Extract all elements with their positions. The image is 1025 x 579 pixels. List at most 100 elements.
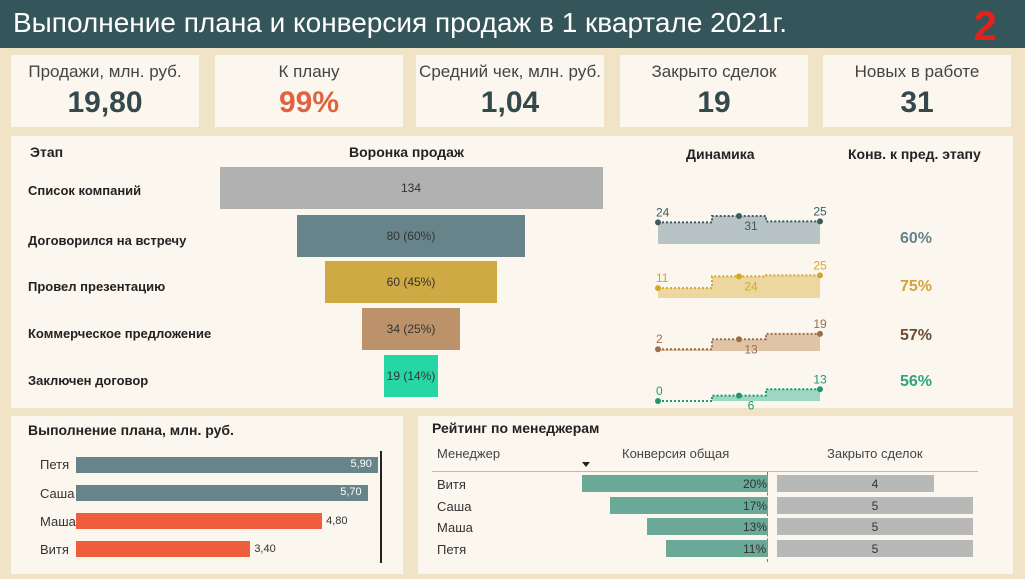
column-header-manager[interactable]: Менеджер (437, 446, 501, 461)
column-header-deals[interactable]: Закрыто сделок (827, 446, 923, 461)
funnel-bar: 80 (60%) (296, 215, 526, 257)
person-name: Саша (40, 486, 75, 501)
kpi-label: К плану (278, 62, 340, 81)
plan-value: 4,80 (326, 515, 348, 527)
conversion-bar (582, 475, 768, 492)
person-name: Петя (40, 457, 70, 472)
sparkline-point (817, 386, 823, 393)
stage-label: Провел презентацию (28, 279, 166, 294)
deals-bar (777, 540, 973, 557)
kpi-card-sales: Продажи, млн. руб. 19,80 (11, 55, 199, 127)
deals-value: 4 (871, 477, 879, 491)
target-line (379, 451, 382, 563)
plan-value: 5,90 (350, 458, 372, 470)
column-header-funnel: Воронка продаж (349, 144, 464, 160)
sparkline-line (658, 388, 820, 402)
sparkline-point (817, 330, 823, 337)
rating-title: Рейтинг по менеджерам (432, 420, 600, 436)
kpi-value: 19 (697, 86, 731, 119)
sparkline-label: 25 (813, 204, 827, 218)
column-header-conversion[interactable]: Конверсия общая (622, 446, 730, 461)
conversion-value: 57% (900, 327, 933, 344)
sparkline-area (658, 275, 820, 298)
plan-value: 3,40 (254, 543, 276, 555)
sparkline-point (817, 272, 823, 279)
manager-name: Витя (437, 477, 466, 492)
kpi-value: 31 (900, 86, 934, 119)
kpi-card-plan: К плану 99% (215, 55, 403, 127)
sparkline-point (655, 398, 661, 404)
kpi-value: 99% (278, 86, 340, 119)
slide-number: 2 (973, 2, 997, 49)
plan-bar (76, 541, 251, 557)
sparkline-label: 6 (748, 399, 755, 413)
person-name: Маша (40, 514, 76, 529)
plan-bar (76, 457, 379, 473)
deals-bar (777, 518, 973, 535)
conversion-value: 60% (900, 230, 933, 247)
conversion-value: 75% (900, 278, 933, 295)
dynamics-sparkline: 2 13 19 (655, 317, 827, 356)
kpi-card-avg-check: Средний чек, млн. руб. 1,04 (416, 55, 604, 127)
funnel-bar: 60 (45%) (325, 261, 497, 303)
funnel-bar: 19 (14%) (383, 355, 439, 397)
sparkline-area (658, 389, 820, 401)
conversion-bar (665, 540, 768, 557)
sparkline-point (736, 336, 742, 343)
conversion-value: 11% (743, 542, 767, 556)
plan-bar (76, 513, 323, 529)
column-header-stage: Этап (30, 144, 64, 160)
manager-name: Петя (437, 542, 467, 557)
sparkline-label: 11 (656, 271, 669, 285)
funnel-bar: 34 (25%) (362, 308, 460, 350)
column-header-conversion: Конв. к пред. этапу (848, 146, 981, 162)
sparkline-label: 2 (656, 332, 663, 346)
dynamics-sparkline: 0 6 13 (655, 372, 827, 413)
sparkline-line (658, 332, 820, 351)
sort-desc-icon[interactable] (582, 462, 590, 467)
sparkline-label: 13 (744, 342, 758, 356)
manager-name: Саша (437, 499, 472, 514)
deals-bar (777, 475, 934, 492)
column-header-dynamics: Динамика (686, 146, 755, 162)
plan-title: Выполнение плана, млн. руб. (28, 422, 234, 438)
header-bar: Выполнение плана и конверсия продаж в 1 … (0, 0, 1025, 49)
conversion-value: 13% (743, 520, 768, 534)
sparkline-label: 24 (656, 205, 670, 219)
dynamics-sparkline: 24 31 25 (655, 204, 827, 244)
sparkline-label: 13 (813, 372, 827, 386)
table-divider (432, 471, 978, 472)
conversion-value: 17% (743, 499, 768, 513)
conversion-bar (647, 518, 768, 535)
conversion-value: 20% (743, 477, 768, 491)
sparkline-point (736, 273, 742, 280)
deals-bar (777, 497, 973, 514)
kpi-value: 1,04 (480, 86, 540, 119)
stage-label: Заключен договор (28, 373, 149, 388)
sparkline-label: 19 (813, 317, 827, 331)
sparkline-label: 25 (813, 258, 827, 272)
deals-value: 5 (871, 499, 879, 513)
kpi-card-new-in-work: Новых в работе 31 (823, 55, 1011, 127)
sparkline-label: 0 (656, 384, 663, 398)
manager-name: Маша (437, 520, 473, 535)
conversion-divider (767, 472, 769, 562)
sparkline-point (817, 218, 823, 225)
sparkline-point (736, 213, 742, 219)
plan-value: 5,70 (340, 486, 362, 498)
kpi-label: Новых в работе (854, 62, 980, 81)
sparkline-label: 31 (744, 219, 758, 233)
conversion-value: 56% (900, 373, 933, 390)
dynamics-sparkline: 11 24 25 (655, 258, 827, 298)
deals-value: 5 (871, 520, 879, 534)
conversion-bar (609, 497, 768, 514)
funnel-bar: 134 (219, 167, 603, 209)
sparkline-area (658, 333, 820, 351)
person-name: Витя (40, 542, 69, 557)
sparkline-point (655, 219, 661, 226)
sparkline-area (658, 216, 820, 244)
kpi-label: Средний чек, млн. руб. (419, 62, 601, 81)
page-title: Выполнение плана и конверсия продаж в 1 … (13, 7, 788, 38)
plan-bar (76, 485, 369, 501)
sparkline-point (655, 285, 661, 292)
